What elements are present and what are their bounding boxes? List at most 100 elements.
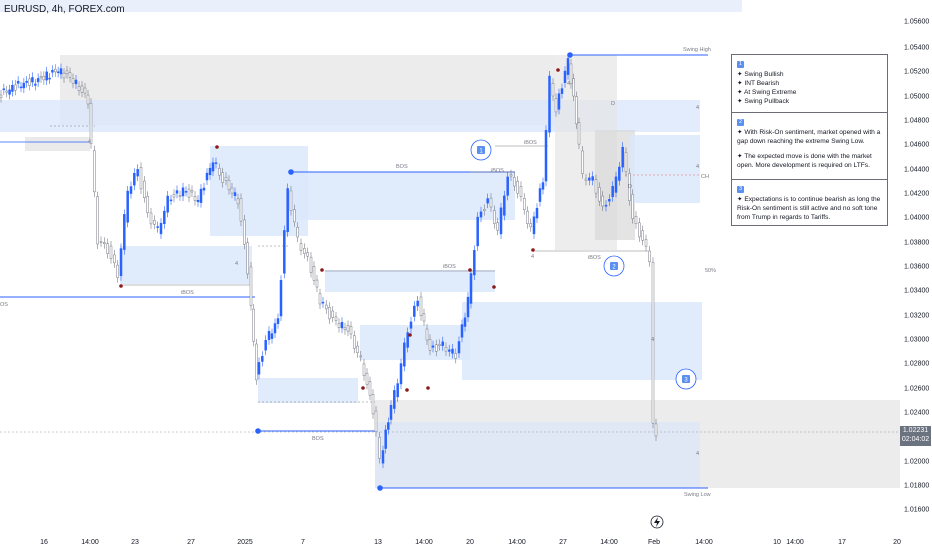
- ibos-label-2: iBOS: [443, 264, 456, 270]
- price-axis-label: 1.02800: [904, 361, 929, 368]
- candle-body: [318, 293, 322, 305]
- time-axis-label: 14:00: [508, 539, 526, 546]
- candle-body: [516, 180, 519, 194]
- candle-body: [243, 219, 246, 245]
- time-axis-label: 20: [466, 539, 474, 546]
- lightning-icon[interactable]: [650, 515, 664, 529]
- candle-body: [419, 296, 423, 316]
- price-axis-label: 1.03600: [904, 264, 929, 271]
- candle-body: [89, 102, 93, 145]
- candle-body: [51, 70, 54, 73]
- marker-2[interactable]: 2: [603, 255, 625, 277]
- candle-body: [584, 178, 588, 181]
- candle-body: [239, 198, 243, 222]
- time-axis-label: 14:00: [786, 539, 804, 546]
- candle-body: [59, 68, 63, 75]
- swing-low-label: Swing Low: [684, 492, 711, 498]
- svg-text:4: 4: [696, 105, 699, 111]
- candle-body: [560, 88, 564, 94]
- candle-body: [572, 78, 575, 97]
- candle-body: [236, 198, 240, 205]
- candle-body: [340, 321, 344, 329]
- candle-body: [365, 372, 369, 385]
- candle-body: [641, 230, 644, 241]
- bos-label-bottom: BOS: [312, 436, 324, 442]
- candle-body: [425, 328, 429, 341]
- candle-body: [296, 227, 299, 238]
- zone-bos-low: [258, 378, 358, 403]
- candle-body: [80, 85, 84, 93]
- candle-body: [193, 196, 197, 201]
- candle-body: [299, 243, 303, 251]
- candle-body: [257, 362, 261, 375]
- candle-body: [334, 316, 338, 321]
- candles: [0, 53, 658, 469]
- candle-body: [74, 79, 78, 85]
- candle-body: [96, 196, 99, 245]
- annotation-1-badge: 1: [737, 61, 744, 68]
- candle-body: [346, 325, 350, 332]
- candle-body: [293, 209, 296, 223]
- price-axis-label: 1.01800: [904, 483, 929, 490]
- price-axis-label: 1.04400: [904, 167, 929, 174]
- candle-body: [221, 172, 224, 183]
- candle-body: [261, 356, 264, 362]
- time-axis-label: 14:00: [415, 539, 433, 546]
- candle-body: [422, 313, 426, 322]
- candle-body: [503, 195, 506, 216]
- candle-body: [638, 222, 641, 238]
- candle-body: [86, 94, 90, 105]
- candle-body: [48, 77, 51, 80]
- ibos-label-4: iBOS: [524, 140, 537, 146]
- candle-body: [644, 239, 648, 247]
- candle-body: [359, 355, 362, 358]
- candle-body: [230, 187, 234, 194]
- marker-3[interactable]: 3: [675, 368, 697, 390]
- price-axis-label: 1.01600: [904, 507, 929, 514]
- candle-body: [187, 188, 191, 198]
- current-price-tag: 1.02231 02:04:02: [900, 426, 931, 446]
- d-label-1: D: [611, 101, 615, 107]
- candle-body: [5, 90, 8, 93]
- candle-body: [634, 216, 638, 224]
- candle-body: [321, 301, 325, 304]
- candle-body: [146, 196, 149, 213]
- candle-body: [227, 180, 231, 191]
- candle-body: [399, 363, 403, 385]
- candle-body: [279, 280, 283, 317]
- candle-body: [276, 318, 280, 324]
- candle-body: [83, 87, 87, 94]
- candle-body: [337, 322, 341, 328]
- candle-body: [28, 78, 31, 86]
- candle-body: [312, 266, 316, 281]
- candle-body: [396, 383, 399, 398]
- candle-body: [306, 252, 309, 257]
- candle-body: [255, 343, 258, 381]
- candle-body: [591, 176, 594, 181]
- pivot-points: [119, 68, 560, 392]
- candle-body: [454, 353, 457, 359]
- zones: [0, 55, 932, 488]
- candle-body: [224, 176, 228, 181]
- price-axis[interactable]: 1.05600 1.05400 1.05200 1.05000 1.04800 1.046…: [904, 19, 929, 514]
- time-axis-label: 16: [40, 539, 48, 546]
- price-axis-label: 1.02000: [904, 459, 929, 466]
- time-axis-bg: [0, 530, 932, 550]
- candle-body: [175, 190, 179, 194]
- candle-body: [448, 349, 451, 352]
- candle-body: [569, 63, 573, 84]
- candle-body: [42, 76, 46, 81]
- time-axis[interactable]: 16 14:00 23 27 2025 7 13 14:00 20 14:00 27 14:00 Feb…: [40, 539, 901, 546]
- svg-text:4: 4: [696, 164, 699, 170]
- marker-1[interactable]: 1: [470, 139, 492, 161]
- candle-body: [548, 75, 551, 133]
- candle-body: [169, 199, 173, 202]
- candle-body: [581, 150, 584, 174]
- candle-body: [208, 167, 212, 176]
- candle-body: [246, 242, 249, 275]
- candle-body: [608, 199, 611, 202]
- time-axis-label: 14:00: [695, 539, 713, 546]
- candle-body: [205, 172, 209, 181]
- candle-body: [566, 58, 570, 75]
